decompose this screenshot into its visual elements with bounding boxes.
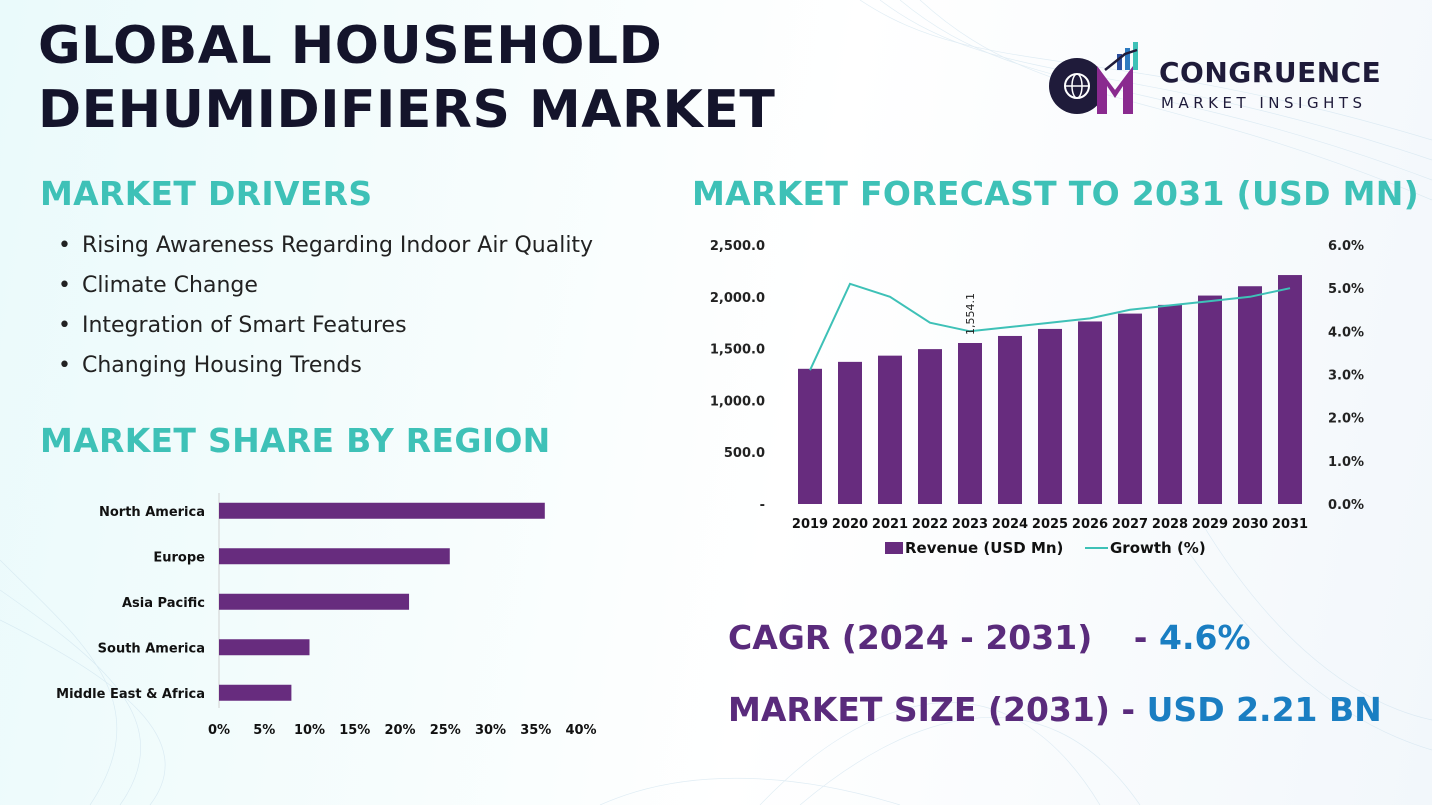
- cagr-separator: -: [1133, 618, 1148, 657]
- legend-growth-label: Growth (%): [1110, 539, 1206, 557]
- x-axis-tick-label: 2025: [1032, 517, 1068, 532]
- x-axis-tick-label: 2026: [1072, 517, 1108, 532]
- revenue-bar: [918, 349, 942, 504]
- x-axis-tick-label: 0%: [208, 723, 230, 738]
- revenue-bar: [958, 342, 982, 504]
- y2-axis-tick-label: 1.0%: [1328, 455, 1364, 470]
- revenue-bar: [1158, 304, 1182, 504]
- y2-axis-tick-label: 5.0%: [1328, 282, 1364, 297]
- x-axis-tick-label: 10%: [294, 723, 325, 738]
- cagr-label: CAGR (2024 - 2031): [728, 618, 1093, 657]
- driver-item-label: Changing Housing Trends: [82, 353, 362, 378]
- revenue-bar: [838, 361, 862, 504]
- y2-axis-tick-label: 0.0%: [1328, 498, 1364, 513]
- x-axis-tick-label: 2020: [832, 517, 868, 532]
- x-axis-tick-label: 2030: [1232, 517, 1268, 532]
- revenue-bar: [1278, 275, 1302, 504]
- revenue-bar: [878, 355, 902, 504]
- legend-revenue-label: Revenue (USD Mn): [905, 539, 1063, 557]
- revenue-bar: [1038, 328, 1062, 504]
- x-axis-tick-label: 2029: [1192, 517, 1228, 532]
- driver-item: • Changing Housing Trends: [58, 353, 362, 378]
- revenue-bar: [1118, 313, 1142, 504]
- region-share-bar: [219, 684, 292, 701]
- cagr-kpi: CAGR (2024 - 2031) - 4.6%: [728, 618, 1251, 657]
- region-category-label: South America: [98, 641, 205, 656]
- page-title-line-1: GLOBAL HOUSEHOLD: [38, 16, 663, 76]
- region-share-bar: [219, 639, 310, 656]
- driver-item-label: Integration of Smart Features: [82, 313, 407, 338]
- region-share-bar-chart: North America Europe Asia Pacific South Ame…: [56, 493, 597, 738]
- region-share-bar: [219, 548, 450, 565]
- x-axis-tick-label: 15%: [339, 723, 370, 738]
- revenue-bar: [1198, 295, 1222, 504]
- x-axis-tick-label: 2024: [992, 517, 1028, 532]
- x-axis-tick-label: 2021: [872, 517, 908, 532]
- y2-axis-tick-label: 6.0%: [1328, 239, 1364, 254]
- y-axis-tick-label: 500.0: [724, 446, 765, 461]
- y-axis-tick-label: 2,500.0: [710, 239, 765, 254]
- region-category-label: North America: [99, 505, 205, 520]
- market-drivers-list: • Rising Awareness Regarding Indoor Air Q…: [58, 228, 593, 388]
- market-size-kpi: MARKET SIZE (2031) - USD 2.21 BN: [728, 690, 1382, 729]
- market-drivers-heading: MARKET DRIVERS: [40, 174, 373, 213]
- y-axis-tick-label: -: [760, 498, 765, 513]
- x-axis-tick-label: 20%: [384, 723, 415, 738]
- region-share-bar: [219, 502, 545, 519]
- driver-item-label: Rising Awareness Regarding Indoor Air Qu…: [82, 233, 594, 258]
- x-axis-tick-label: 35%: [520, 723, 551, 738]
- revenue-bar: [1238, 286, 1262, 504]
- market-size-value: USD 2.21 BN: [1146, 690, 1382, 729]
- region-category-label: Middle East & Africa: [56, 687, 205, 702]
- revenue-bar: [798, 368, 822, 504]
- x-axis-tick-label: 2027: [1112, 517, 1148, 532]
- region-share-bar: [219, 593, 410, 610]
- x-axis-tick-label: 40%: [565, 723, 596, 738]
- market-forecast-heading: MARKET FORECAST TO 2031 (USD MN): [692, 174, 1420, 213]
- x-axis-tick-label: 2028: [1152, 517, 1188, 532]
- y-axis-tick-label: 1,500.0: [710, 343, 765, 358]
- brand-tagline: MARKET INSIGHTS: [1161, 94, 1367, 112]
- market-size-label: MARKET SIZE (2031): [728, 690, 1110, 729]
- x-axis-tick-label: 2022: [912, 517, 948, 532]
- x-axis-tick-label: 5%: [253, 723, 275, 738]
- x-axis-tick-label: 2023: [952, 517, 988, 532]
- x-axis-tick-label: 2031: [1272, 517, 1308, 532]
- revenue-bar: [1078, 321, 1102, 504]
- driver-item: • Climate Change: [58, 273, 258, 298]
- revenue-bar: [998, 335, 1022, 504]
- revenue-data-label: 1,554.1: [964, 293, 977, 335]
- driver-item: • Rising Awareness Regarding Indoor Air Q…: [58, 233, 594, 258]
- driver-item: • Integration of Smart Features: [58, 313, 407, 338]
- y2-axis-tick-label: 3.0%: [1328, 369, 1364, 384]
- brand-logo-mark: [1049, 42, 1138, 114]
- region-category-label: Asia Pacific: [122, 596, 205, 611]
- market-forecast-chart: - 500.0 1,000.0 1,500.0 2,000.0 2,500.0 0.0% 1.…: [710, 239, 1364, 557]
- y2-axis-tick-label: 2.0%: [1328, 412, 1364, 427]
- growth-line: [809, 282, 1291, 371]
- x-axis-tick-label: 30%: [475, 723, 506, 738]
- y-axis-tick-label: 1,000.0: [710, 394, 765, 409]
- y-axis-tick-label: 2,000.0: [710, 291, 765, 306]
- region-category-label: Europe: [153, 550, 205, 565]
- driver-item-label: Climate Change: [82, 273, 258, 298]
- y2-axis-tick-label: 4.0%: [1328, 325, 1364, 340]
- cagr-value: 4.6%: [1158, 618, 1251, 657]
- page-title-line-2: DEHUMIDIFIERS MARKET: [38, 80, 776, 140]
- x-axis-tick-label: 2019: [792, 517, 828, 532]
- brand-logo: CONGRUENCE MARKET INSIGHTS: [1045, 40, 1405, 120]
- market-size-separator: -: [1121, 690, 1136, 729]
- x-axis-tick-label: 25%: [430, 723, 461, 738]
- market-share-by-region-heading: MARKET SHARE BY REGION: [40, 421, 551, 460]
- legend-revenue-swatch: [885, 542, 903, 554]
- page-title: GLOBAL HOUSEHOLD DEHUMIDIFIERS MARKET: [38, 14, 858, 142]
- brand-name: CONGRUENCE: [1159, 56, 1382, 89]
